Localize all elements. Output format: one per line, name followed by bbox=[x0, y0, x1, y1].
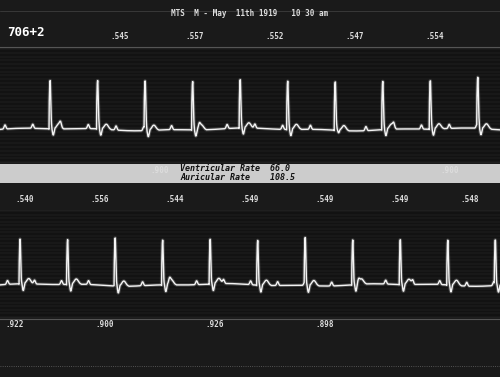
Text: .900: .900 bbox=[96, 320, 114, 329]
Text: .549: .549 bbox=[241, 195, 259, 204]
Text: .540: .540 bbox=[16, 195, 34, 204]
Text: .926: .926 bbox=[206, 320, 224, 329]
Text: .544: .544 bbox=[166, 195, 184, 204]
Text: .554: .554 bbox=[426, 32, 444, 41]
Bar bbox=[0, 164, 500, 183]
Text: .556: .556 bbox=[91, 195, 109, 204]
Text: .549: .549 bbox=[316, 195, 334, 204]
Text: .549: .549 bbox=[391, 195, 409, 204]
Bar bbox=[0, 211, 500, 317]
Text: .547: .547 bbox=[346, 32, 364, 41]
Text: .900: .900 bbox=[151, 166, 169, 175]
Text: .922: .922 bbox=[6, 320, 24, 329]
Text: Ventricular Rate  66.0: Ventricular Rate 66.0 bbox=[180, 164, 290, 173]
Text: .900: .900 bbox=[441, 166, 459, 175]
Text: .548: .548 bbox=[461, 195, 479, 204]
Text: .898: .898 bbox=[316, 320, 334, 329]
Text: .552: .552 bbox=[266, 32, 284, 41]
Text: .545: .545 bbox=[111, 32, 129, 41]
Bar bbox=[0, 49, 500, 162]
Text: MTS  M - May  11th 1919   10 30 am: MTS M - May 11th 1919 10 30 am bbox=[172, 9, 328, 18]
Text: Auricular Rate    108.5: Auricular Rate 108.5 bbox=[180, 173, 295, 182]
Text: 706+2: 706+2 bbox=[8, 26, 45, 39]
Text: .557: .557 bbox=[186, 32, 204, 41]
